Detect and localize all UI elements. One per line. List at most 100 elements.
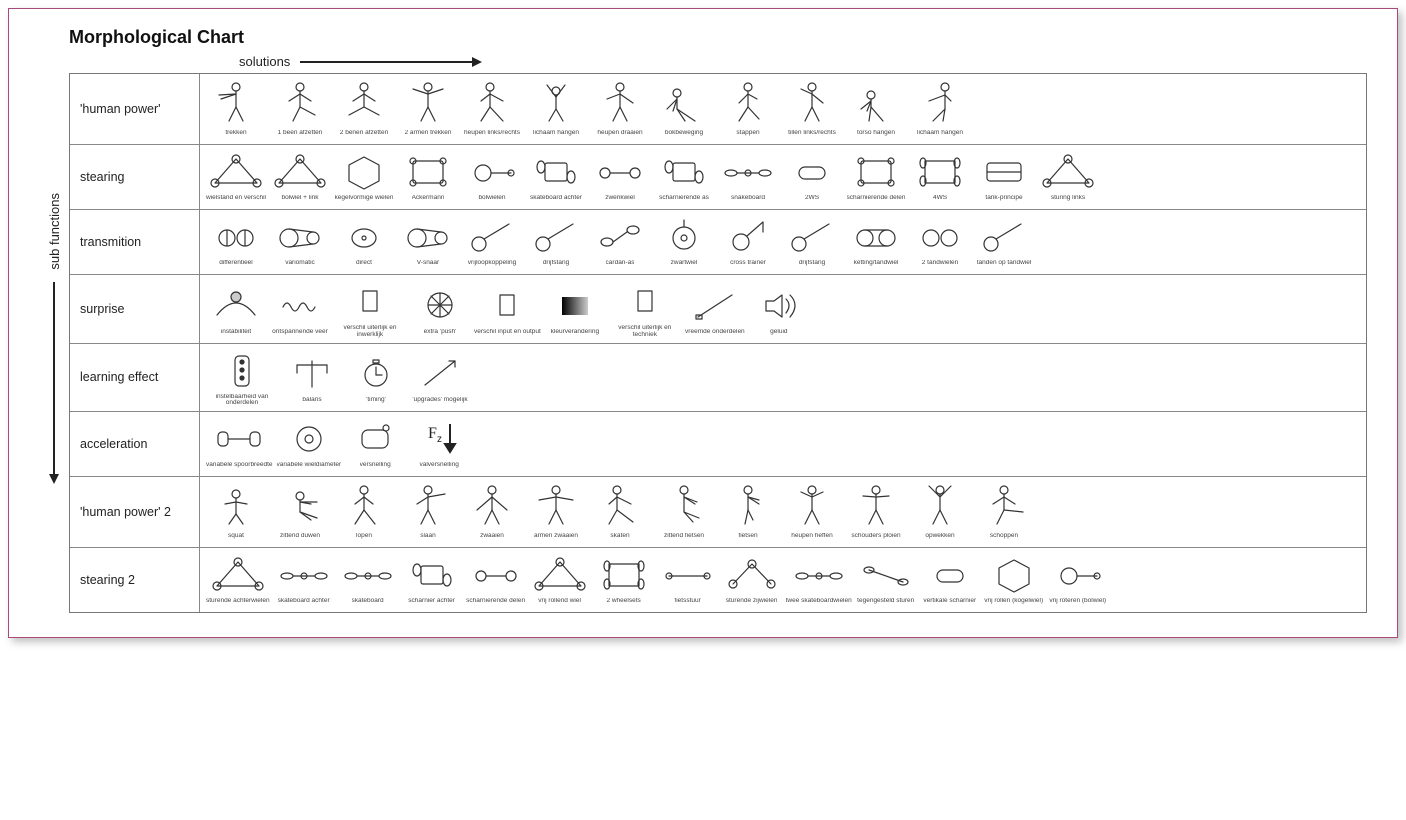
cell-caption: ontspannende veer bbox=[272, 329, 328, 339]
solution-cell: torso hangen bbox=[846, 78, 906, 140]
person-icon bbox=[719, 78, 777, 128]
cell-caption: valversnelling bbox=[419, 462, 458, 472]
grid-row: transmitiondifferentieelvariomaticdirect… bbox=[70, 210, 1366, 275]
mech-icon bbox=[207, 283, 265, 327]
solution-cell: bokbeweging bbox=[654, 78, 714, 140]
cell-caption: lichaam hangen bbox=[533, 130, 579, 140]
cell-caption: schoppen bbox=[990, 533, 1018, 543]
person-icon bbox=[271, 481, 329, 531]
cell-caption: vertikale scharnier bbox=[923, 598, 976, 608]
solution-cell: lopen bbox=[334, 481, 394, 543]
cell-caption: vrij rollend wiel bbox=[538, 598, 581, 608]
mech-icon bbox=[719, 214, 777, 258]
mech-icon bbox=[591, 214, 649, 258]
mech-icon bbox=[750, 283, 808, 327]
cell-caption: 2 tandwielen bbox=[922, 260, 959, 270]
solution-cell: bolwielen bbox=[462, 149, 522, 205]
solution-cell: verschil uiterlijk en inwerklijk bbox=[334, 279, 406, 339]
solution-cell: scharnierende delen bbox=[846, 149, 906, 205]
mech-icon bbox=[210, 416, 268, 460]
cell-caption: stappen bbox=[736, 130, 759, 140]
cell-caption: drijfstang bbox=[799, 260, 825, 270]
solution-cell: snakeboard bbox=[718, 149, 778, 205]
cell-caption: 2 benen afzetten bbox=[340, 130, 388, 140]
mech-icon bbox=[399, 214, 457, 258]
solution-cell: bolwiel + link bbox=[270, 149, 330, 205]
cell-caption: twee skateboardwielen bbox=[786, 598, 852, 608]
cell-caption: kegelvormige wielen bbox=[335, 195, 394, 205]
mech-icon bbox=[411, 351, 469, 395]
solution-cell: drijfstang bbox=[526, 214, 586, 270]
person-icon bbox=[463, 78, 521, 128]
row-cells: wielstand en verschil bolwiel + link kegel… bbox=[200, 145, 1366, 209]
cell-caption: extra 'push' bbox=[424, 329, 457, 339]
axis-y: sub functions bbox=[39, 73, 69, 613]
solution-cell: squat bbox=[206, 481, 266, 543]
mech-icon bbox=[911, 149, 969, 193]
mech-icon bbox=[1039, 149, 1097, 193]
person-icon bbox=[399, 481, 457, 531]
cell-caption: 2WS bbox=[805, 195, 819, 205]
cell-caption: heupen draaien bbox=[597, 130, 642, 140]
solution-cell: cross trainer bbox=[718, 214, 778, 270]
person-icon bbox=[591, 481, 649, 531]
person-icon bbox=[911, 78, 969, 128]
mech-icon bbox=[531, 552, 589, 596]
mech-icon bbox=[527, 149, 585, 193]
mech-icon bbox=[463, 149, 521, 193]
cell-caption: wielstand en verschil bbox=[206, 195, 266, 205]
person-icon bbox=[271, 78, 329, 128]
solution-cell: sturende achterwielen bbox=[206, 552, 270, 608]
solution-cell: vreemde onderdelen bbox=[685, 283, 745, 339]
solution-cell: Ackermann bbox=[398, 149, 458, 205]
solution-cell: trekken bbox=[206, 78, 266, 140]
mech-icon bbox=[271, 283, 329, 327]
solution-cell: skateboard achter bbox=[526, 149, 586, 205]
person-icon bbox=[847, 78, 905, 128]
cell-caption: sturing links bbox=[1051, 195, 1085, 205]
row-cells: instabiliteitontspannende veerverschil u… bbox=[200, 275, 1366, 343]
solution-cell: vertikale scharnier bbox=[920, 552, 980, 608]
grid-row: stearing 2sturende achterwielenskateboar… bbox=[70, 548, 1366, 612]
person-icon bbox=[399, 78, 457, 128]
row-cells: differentieelvariomaticdirectV-snaarvrij… bbox=[200, 210, 1366, 274]
grid-row: 'human power' trekken 1 been afzetten 2 … bbox=[70, 74, 1366, 145]
solution-cell: drijfstang bbox=[782, 214, 842, 270]
solution-cell: fietsen bbox=[718, 481, 778, 543]
solution-cell: heupen heffen bbox=[782, 481, 842, 543]
person-icon bbox=[975, 481, 1033, 531]
cell-caption: drijfstang bbox=[543, 260, 569, 270]
cell-caption: tanden op tandwiel bbox=[977, 260, 1032, 270]
cell-caption: vrij roteren (bolwiel) bbox=[1049, 598, 1106, 608]
cell-caption: skateboard achter bbox=[530, 195, 582, 205]
solution-cell: zwartwiel bbox=[654, 214, 714, 270]
solution-cell: scharnierende delen bbox=[466, 552, 526, 608]
mech-icon bbox=[591, 149, 649, 193]
person-icon bbox=[719, 481, 777, 531]
mech-icon bbox=[280, 416, 338, 460]
grid-row: surpriseinstabiliteitontspannende veerve… bbox=[70, 275, 1366, 344]
solution-cell: kegelvormige wielen bbox=[334, 149, 394, 205]
solution-cell: vrij roteren (bolwiel) bbox=[1048, 552, 1108, 608]
cell-caption: scharnierende delen bbox=[847, 195, 906, 205]
solution-cell: zittend duwen bbox=[270, 481, 330, 543]
cell-caption: sturende achterwielen bbox=[206, 598, 270, 608]
svg-text:z: z bbox=[437, 434, 442, 445]
person-icon bbox=[655, 78, 713, 128]
cell-caption: instelbaarheid van onderdelen bbox=[206, 394, 278, 408]
chart-frame: Morphological Chart solutions sub functi… bbox=[8, 8, 1398, 638]
mech-icon bbox=[339, 552, 397, 596]
mech-icon bbox=[346, 416, 404, 460]
solution-cell: direct bbox=[334, 214, 394, 270]
mech-icon bbox=[283, 351, 341, 395]
solution-cell: 'upgrades' mogelijk bbox=[410, 351, 470, 407]
mech-icon bbox=[975, 214, 1033, 258]
cell-caption: scharnierende delen bbox=[466, 598, 525, 608]
cell-caption: armen zwaaien bbox=[534, 533, 578, 543]
mech-icon bbox=[411, 283, 469, 327]
mech-icon bbox=[271, 214, 329, 258]
cell-caption: scharnierende as bbox=[659, 195, 709, 205]
cell-caption: sturende zijwielen bbox=[726, 598, 778, 608]
cell-caption: zittend fietsen bbox=[664, 533, 704, 543]
person-icon bbox=[527, 481, 585, 531]
